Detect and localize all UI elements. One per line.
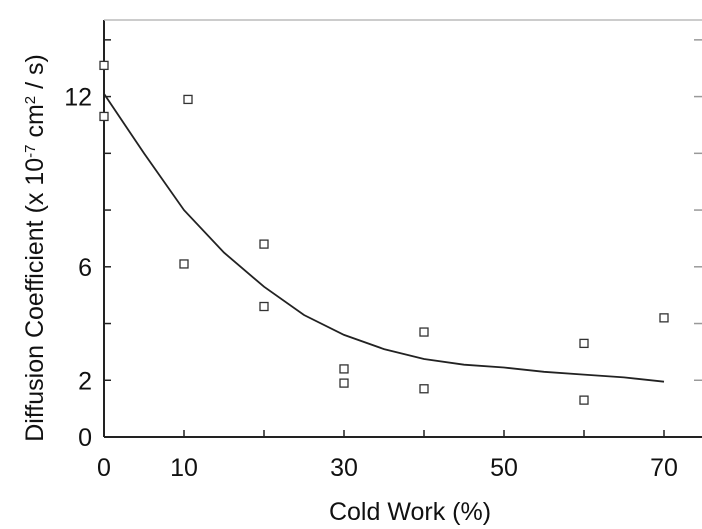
data-point — [99, 60, 109, 71]
fit-curve — [103, 93, 665, 383]
y-tick-label: 6 — [78, 254, 92, 282]
data-point — [659, 313, 669, 323]
data-point — [99, 111, 109, 122]
y-tick-label: 2 — [78, 367, 92, 395]
x-tick-label: 70 — [650, 454, 678, 482]
x-tick-label: 30 — [330, 454, 358, 482]
y-tick-label: 12 — [64, 84, 92, 112]
data-point — [183, 94, 193, 105]
x-tick-label: 50 — [490, 454, 518, 482]
axis-tick-labels: 0 10 30 50 70 0 2 6 12 — [64, 84, 678, 482]
y-axis-title-exponent: -7 — [22, 145, 39, 158]
x-axis-title: Cold Work (%) — [329, 498, 491, 526]
data-point — [179, 259, 189, 269]
y-axis-title-prefix: Diffusion Coefficient (x 10 — [21, 158, 49, 442]
y-axis-title-suffix: / s) — [21, 54, 49, 96]
y-axis-title: Diffusion Coefficient (x 10-7 cm2 / s) — [21, 54, 49, 442]
data-point — [259, 301, 269, 312]
data-point — [259, 239, 269, 249]
x-tick-label: 10 — [170, 454, 198, 482]
axis-ticks — [104, 39, 702, 437]
data-point — [339, 378, 349, 388]
y-tick-label: 0 — [78, 424, 92, 452]
data-point — [419, 384, 429, 394]
plot-frame — [103, 19, 702, 438]
data-point — [579, 338, 589, 349]
data-point — [579, 395, 589, 405]
y-axis-title-middle: cm — [21, 104, 49, 144]
data-point — [419, 327, 429, 337]
y-axis-title-exponent2: 2 — [22, 96, 39, 104]
data-points — [99, 60, 669, 405]
data-point — [339, 364, 349, 374]
x-tick-label: 0 — [97, 454, 111, 482]
